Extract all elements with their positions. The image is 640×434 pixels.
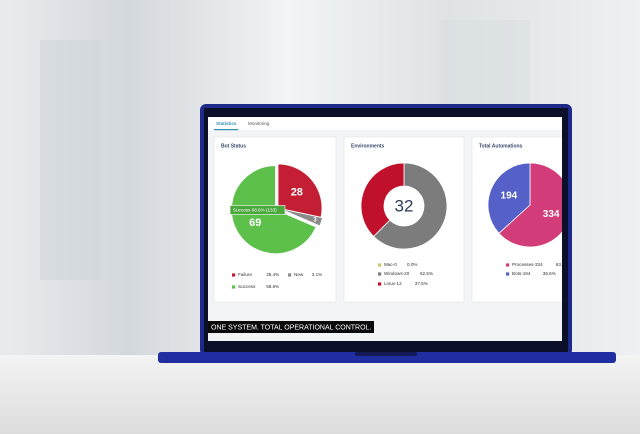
- caption: ONE SYSTEM. TOTAL OPERATIONAL CONTROL.: [211, 324, 371, 331]
- slice-label: 194: [501, 190, 518, 201]
- legend-swatch: [378, 263, 382, 267]
- legend-label: Bots-194: [512, 271, 531, 276]
- legend-swatch: [288, 273, 292, 277]
- legend-label: Success: [238, 284, 256, 289]
- legend-swatch: [378, 282, 382, 286]
- tab[interactable]: Statistics: [216, 121, 237, 126]
- legend-label: New: [294, 272, 304, 277]
- desk: [0, 355, 640, 434]
- legend-label: Failure: [238, 272, 252, 277]
- background-blur: [40, 40, 100, 280]
- legend-swatch: [378, 272, 382, 276]
- legend-swatch: [506, 272, 510, 276]
- pie-slice: [277, 163, 323, 218]
- slice-label: 28: [291, 187, 303, 199]
- legend-label: Linux-12: [384, 281, 402, 286]
- slice-label: 3: [313, 217, 317, 223]
- legend-swatch: [232, 273, 236, 277]
- laptop-base: [158, 352, 616, 363]
- slice-label: 69: [249, 217, 261, 229]
- legend-value: 0.0%: [407, 262, 417, 267]
- center-label: 32: [395, 196, 414, 215]
- legend-label: Processes-334: [512, 262, 543, 267]
- pie-slice: [487, 162, 531, 234]
- legend-value: 28.4%: [266, 272, 279, 277]
- tab[interactable]: Monitoring: [248, 121, 270, 126]
- tooltip-box: [229, 205, 286, 215]
- legend-swatch: [232, 285, 236, 289]
- tab-underline: [214, 129, 238, 131]
- legend-value: 3.1%: [312, 272, 322, 277]
- pie-slice: [498, 162, 562, 248]
- tooltip: Success 68.6% (133): [233, 207, 277, 212]
- laptop-notch: [355, 352, 417, 356]
- caption-box: [208, 321, 374, 333]
- panel-title: Total Automations: [479, 143, 523, 149]
- legend-value: 68.6%: [266, 284, 279, 289]
- donut-hole: [384, 186, 424, 226]
- legend-label: Windows-20: [384, 271, 410, 276]
- panel-title: Environments: [351, 143, 385, 149]
- legend-value: 62.5%: [420, 271, 433, 276]
- dashboard: Statistics Monitoring Bot Status Environ…: [208, 117, 569, 333]
- legend-label: Mac-0: [384, 262, 397, 267]
- panel-title: Bot Status: [221, 143, 246, 149]
- legend-swatch: [506, 263, 510, 267]
- legend-value: 36.6%: [543, 271, 556, 276]
- tab-bar: [208, 117, 562, 130]
- legend-value: 63.4%: [556, 262, 569, 267]
- pie-slice: [279, 208, 323, 227]
- slice-label: 334: [543, 209, 560, 220]
- legend-value: 37.5%: [415, 281, 428, 286]
